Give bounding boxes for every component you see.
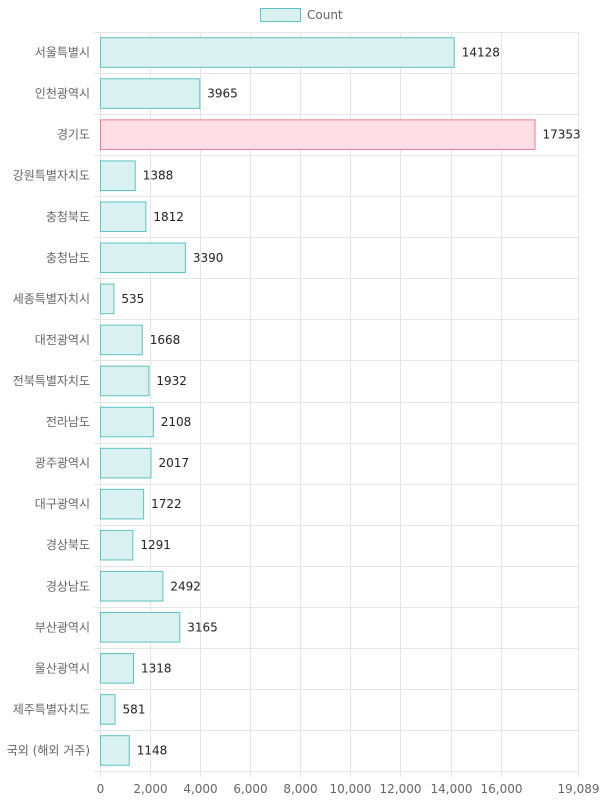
bar-value-label: 3165 (187, 620, 218, 634)
x-tick-label: 19,089 (558, 782, 600, 796)
bar (100, 119, 536, 150)
category-label: 울산광역시 (35, 661, 90, 675)
bar (100, 529, 134, 561)
bar-value-label: 2017 (159, 456, 190, 470)
x-tick-label: 12,000 (380, 782, 422, 796)
category-label: 경기도 (57, 128, 90, 142)
category-label: 전북특별자치도 (13, 374, 90, 388)
bar-value-label: 1318 (141, 661, 172, 675)
bar (100, 37, 455, 68)
category-label: 대전광역시 (35, 333, 90, 347)
category-label: 충청남도 (46, 251, 90, 265)
bar-value-label: 1668 (150, 333, 181, 347)
category-label: 광주광역시 (35, 456, 90, 470)
x-tick-label: 14,000 (431, 782, 473, 796)
bar-value-label: 3965 (207, 87, 238, 101)
bar-value-label: 1932 (156, 374, 187, 388)
category-label: 세종특별자치시 (13, 292, 90, 306)
bar (100, 570, 164, 602)
x-tick-label: 2,000 (133, 782, 167, 796)
category-label: 경상북도 (46, 538, 90, 552)
category-label: 강원특별자치도 (13, 169, 90, 183)
bar (100, 201, 147, 233)
category-label: 인천광역시 (35, 86, 90, 101)
bar-value-label: 581 (123, 702, 146, 716)
legend-swatch (260, 8, 301, 22)
bar-value-label: 535 (121, 292, 144, 306)
category-label: 충청북도 (46, 210, 90, 224)
category-label: 대구광역시 (35, 497, 90, 511)
bar (100, 488, 145, 520)
bar-value-label: 17353 (543, 128, 581, 142)
bar-value-label: 1722 (151, 497, 182, 511)
bar-value-label: 1291 (140, 538, 171, 552)
bar (100, 612, 181, 643)
bar-value-label: 2108 (161, 415, 192, 429)
bar (100, 324, 143, 356)
bar (100, 406, 154, 438)
bar (100, 735, 130, 766)
bar (100, 447, 152, 479)
bar (100, 694, 116, 725)
bar-value-label: 1388 (143, 169, 174, 183)
category-label: 제주특별자치도 (13, 702, 90, 716)
category-label: 경상남도 (46, 579, 90, 593)
bar (100, 283, 115, 315)
legend-label: Count (307, 8, 343, 22)
x-tick-label: 4,000 (183, 782, 217, 796)
bar (100, 653, 135, 684)
bar (100, 160, 136, 191)
bar-value-label: 1812 (153, 210, 184, 224)
bar (100, 242, 186, 274)
category-label: 전라남도 (46, 415, 90, 429)
x-tick-label: 16,000 (481, 782, 523, 796)
bar-value-label: 14128 (462, 46, 500, 60)
x-tick-label: 6,000 (233, 782, 267, 796)
bar (100, 78, 201, 109)
bar (100, 365, 150, 397)
x-tick-label: 8,000 (283, 782, 317, 796)
bar-value-label: 2492 (170, 579, 201, 593)
bar-value-label: 1148 (137, 743, 168, 757)
x-tick-label: 10,000 (330, 782, 372, 796)
x-tick-label: 0 (97, 782, 105, 796)
category-label: 국외 (해외 거주) (7, 743, 90, 757)
category-label: 부산광역시 (35, 620, 90, 634)
bar-value-label: 3390 (193, 251, 224, 265)
category-label: 서울특별시 (35, 46, 90, 60)
